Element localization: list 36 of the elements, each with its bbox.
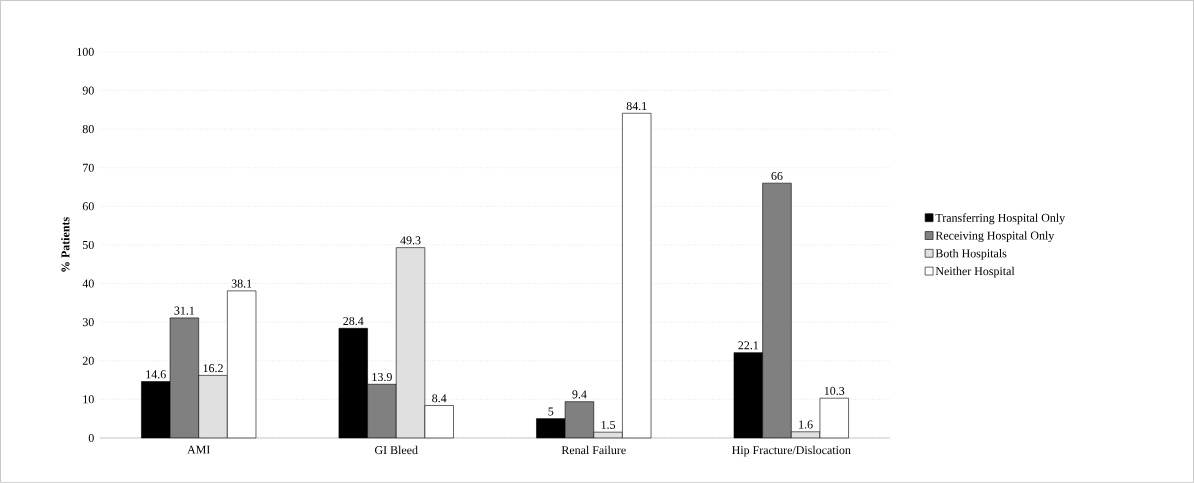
x-tick-label: Hip Fracture/Dislocation xyxy=(732,445,851,457)
y-tick-label: 90 xyxy=(82,86,94,95)
y-tick-label: 0 xyxy=(88,433,94,443)
y-tick-label: 30 xyxy=(82,318,94,327)
data-label: 49.3 xyxy=(400,236,421,245)
data-label: 5 xyxy=(548,407,554,416)
legend-label: Both Hospitals xyxy=(935,249,1007,260)
data-label: 13.9 xyxy=(372,373,392,382)
y-axis-title: % Patients xyxy=(61,217,70,272)
y-tick-label: 20 xyxy=(82,356,94,365)
data-label: 66 xyxy=(771,171,783,181)
data-label: 1.5 xyxy=(601,420,616,430)
y-tick-label: 100 xyxy=(77,47,94,56)
legend-label: Receiving Hospital Only xyxy=(935,231,1055,243)
y-tick-label: 10 xyxy=(83,395,94,404)
x-tick-label: AMI xyxy=(187,445,210,454)
data-label: 8.4 xyxy=(432,394,447,403)
data-label: 14.6 xyxy=(146,370,166,379)
data-label: 9.4 xyxy=(572,390,587,399)
data-label: 10.3 xyxy=(824,386,845,396)
y-tick-label: 80 xyxy=(82,125,94,134)
data-label: 28.4 xyxy=(343,317,364,326)
y-tick-label: 40 xyxy=(82,279,94,288)
data-label: 16.2 xyxy=(203,364,223,373)
legend-label: Transferring Hospital Only xyxy=(935,213,1066,225)
data-label: 31.1 xyxy=(174,306,195,315)
legend-label: Neither Hospital xyxy=(935,266,1015,278)
data-label: 1.6 xyxy=(799,420,813,429)
y-tick-label: 70 xyxy=(83,163,94,172)
y-tick-label: 50 xyxy=(83,240,94,250)
y-tick-label: 60 xyxy=(82,202,94,211)
x-tick-label: GI Bleed xyxy=(374,445,418,455)
x-tick-label: Renal Failure xyxy=(561,445,626,455)
data-label: 38.1 xyxy=(231,279,252,288)
data-label: 84.1 xyxy=(626,102,647,111)
data-label: 22.1 xyxy=(738,341,759,350)
